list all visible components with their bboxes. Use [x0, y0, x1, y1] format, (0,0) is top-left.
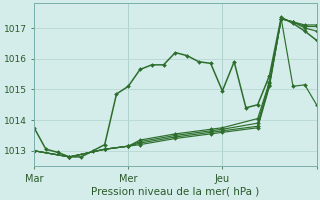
X-axis label: Pression niveau de la mer( hPa ): Pression niveau de la mer( hPa )	[91, 187, 260, 197]
